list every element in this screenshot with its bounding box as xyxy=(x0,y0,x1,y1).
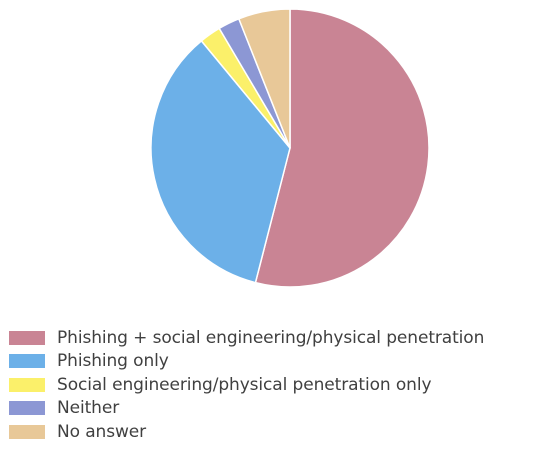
legend-item-no-answer: No answer xyxy=(9,420,484,444)
legend-label: Neither xyxy=(57,398,120,419)
legend-label: Phishing + social engineering/physical p… xyxy=(57,327,485,348)
legend-swatch xyxy=(9,377,45,392)
legend-label: Social engineering/physical penetration … xyxy=(57,374,432,395)
legend-swatch xyxy=(9,354,45,369)
pie-slice-no-answer xyxy=(238,8,291,149)
pie-slice-phishing-only xyxy=(150,40,291,284)
legend-label: No answer xyxy=(57,421,147,442)
legend-item-phishing-only: Phishing only xyxy=(9,350,484,374)
legend-item-social-engineering-only: Social engineering/physical penetration … xyxy=(9,373,484,397)
legend-item-phishing-social-engineering: Phishing + social engineering/physical p… xyxy=(9,326,484,350)
pie-slice-phishing-social-engineering xyxy=(254,8,430,288)
pie-chart xyxy=(150,8,430,288)
legend-swatch xyxy=(9,330,45,345)
legend-swatch xyxy=(9,401,45,416)
legend: Phishing + social engineering/physical p… xyxy=(9,326,484,444)
legend-swatch xyxy=(9,424,45,439)
legend-item-neither: Neither xyxy=(9,397,484,421)
pie-slices xyxy=(150,8,430,288)
legend-label: Phishing only xyxy=(57,351,169,372)
